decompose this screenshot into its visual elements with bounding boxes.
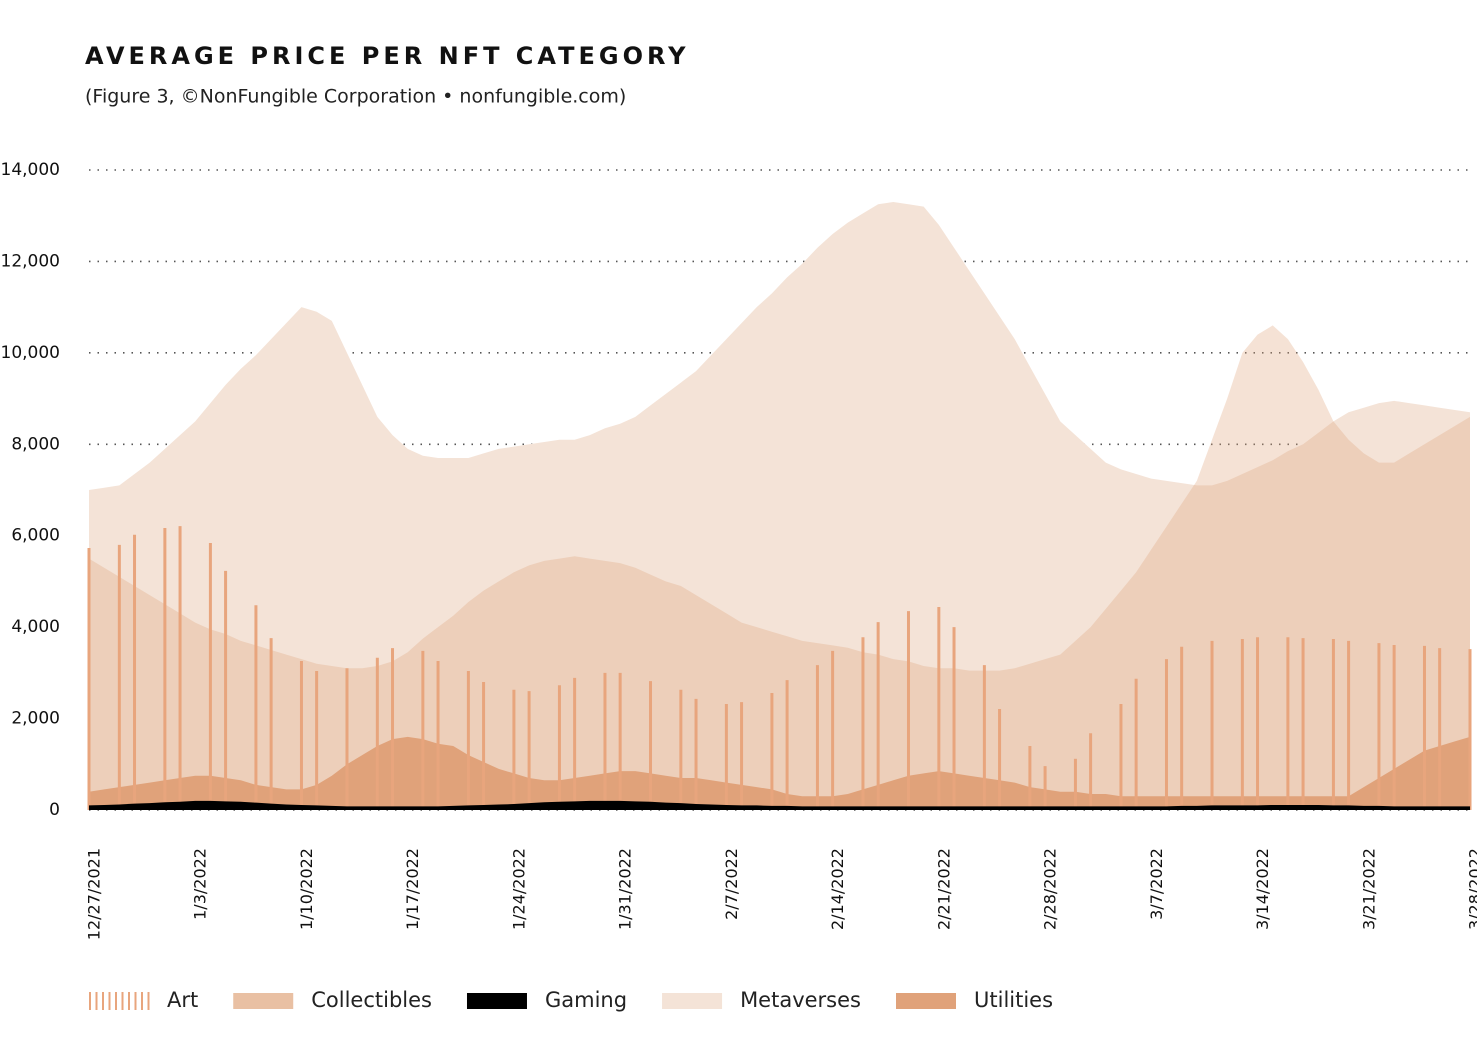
x-tick-label: 12/27/2021 <box>85 848 104 940</box>
area <box>89 325 1470 810</box>
area <box>89 800 1470 810</box>
area <box>89 202 1470 810</box>
legend-swatch <box>233 993 294 1009</box>
y-tick-label: 10,000 <box>1 343 60 363</box>
y-tick-label: 6,000 <box>11 526 60 546</box>
legend-label: Gaming <box>545 988 627 1012</box>
x-tick-label: 3/21/2022 <box>1359 848 1378 930</box>
area <box>89 736 1470 810</box>
y-tick-label: 12,000 <box>1 251 60 271</box>
x-tick-label: 2/28/2022 <box>1041 848 1060 930</box>
legend-item: Utilities <box>896 988 1053 1012</box>
legend-item: Metaverses <box>662 988 861 1012</box>
x-tick-label: 2/7/2022 <box>722 848 741 920</box>
x-tick-label: 1/17/2022 <box>403 848 422 930</box>
x-tick-label: 1/24/2022 <box>509 848 528 930</box>
x-tick-label: 1/10/2022 <box>297 848 316 930</box>
legend-swatch <box>466 993 527 1009</box>
y-tick-label: 4,000 <box>11 617 60 637</box>
x-tick-label: 3/7/2022 <box>1147 848 1166 920</box>
x-tick-label: 1/3/2022 <box>191 848 210 920</box>
x-tick-label: 1/31/2022 <box>616 848 635 930</box>
legend-label: Art <box>167 988 198 1012</box>
legend-label: Utilities <box>974 988 1053 1012</box>
x-tick-label: 2/21/2022 <box>934 848 953 930</box>
legend-swatch <box>662 993 723 1009</box>
legend-swatch <box>896 993 956 1009</box>
y-tick-label: 8,000 <box>11 434 60 454</box>
legend-label: Collectibles <box>311 988 432 1012</box>
legend-item: Art <box>89 988 198 1012</box>
x-tick-label: 2/14/2022 <box>828 848 847 930</box>
y-tick-label: 2,000 <box>11 709 60 729</box>
chart-subtitle: (Figure 3, ©NonFungible Corporation • no… <box>85 86 626 108</box>
legend-item: Gaming <box>466 988 627 1012</box>
legend-label: Metaverses <box>740 988 861 1012</box>
y-tick-label: 14,000 <box>1 160 60 180</box>
x-tick-label: 3/28/2022 <box>1466 848 1477 930</box>
chart-title: AVERAGE PRICE PER NFT CATEGORY <box>85 42 690 70</box>
x-tick-label: 3/14/2022 <box>1253 848 1272 930</box>
legend-item: Collectibles <box>233 988 432 1012</box>
y-tick-label: 0 <box>49 800 60 820</box>
